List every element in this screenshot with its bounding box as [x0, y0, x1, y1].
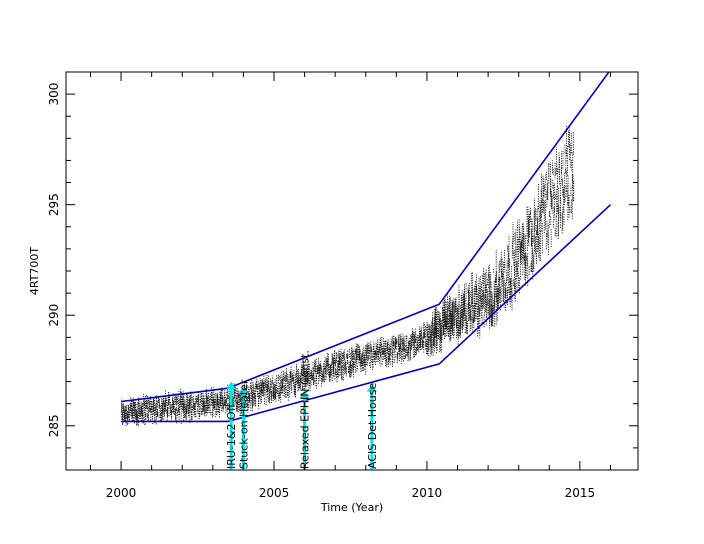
annotation: ACIS Det House	[366, 383, 379, 470]
y-tick-label: 290	[47, 304, 61, 327]
x-tick-label: 2015	[565, 486, 596, 500]
annotation: Stuck-on Heater	[237, 379, 250, 470]
tick-labels: 2000 2005 2010 2015 285 290 295 300	[47, 83, 595, 500]
plot-frame	[65, 71, 639, 471]
y-tick-label: 285	[47, 414, 61, 437]
annotation-label: ACIS Det House	[366, 383, 379, 469]
data-points	[120, 125, 575, 427]
annotations: IRU-1&2 Off Stuck-on Heater Relaxed EPHIN …	[225, 350, 379, 470]
x-tick-label: 2005	[259, 486, 290, 500]
axis-ticks	[66, 71, 638, 471]
annotation-label: Stuck-on Heater	[237, 379, 250, 469]
y-tick-label: 295	[47, 193, 61, 216]
annotation-arrowhead	[226, 381, 237, 390]
annotation-arrowhead	[366, 383, 377, 392]
annotation-arrowhead	[299, 390, 310, 399]
envelope-lower-line	[121, 204, 612, 423]
annotation: IRU-1&2 Off	[225, 381, 238, 470]
annotation-label: IRU-1&2 Off	[225, 403, 238, 469]
x-tick-label: 2000	[106, 486, 137, 500]
annotation-label: Relaxed EPHIN Const.	[299, 350, 312, 469]
x-axis-title: Time (Year)	[320, 501, 383, 514]
annotation: Relaxed EPHIN Const.	[299, 350, 312, 470]
y-axis-title: 4RT700T	[28, 247, 41, 296]
envelope-upper-line	[121, 72, 610, 403]
annotation-arrowhead	[238, 385, 249, 394]
envelope-lines	[121, 72, 612, 423]
y-tick-label: 300	[47, 83, 61, 106]
x-tick-label: 2010	[412, 486, 443, 500]
